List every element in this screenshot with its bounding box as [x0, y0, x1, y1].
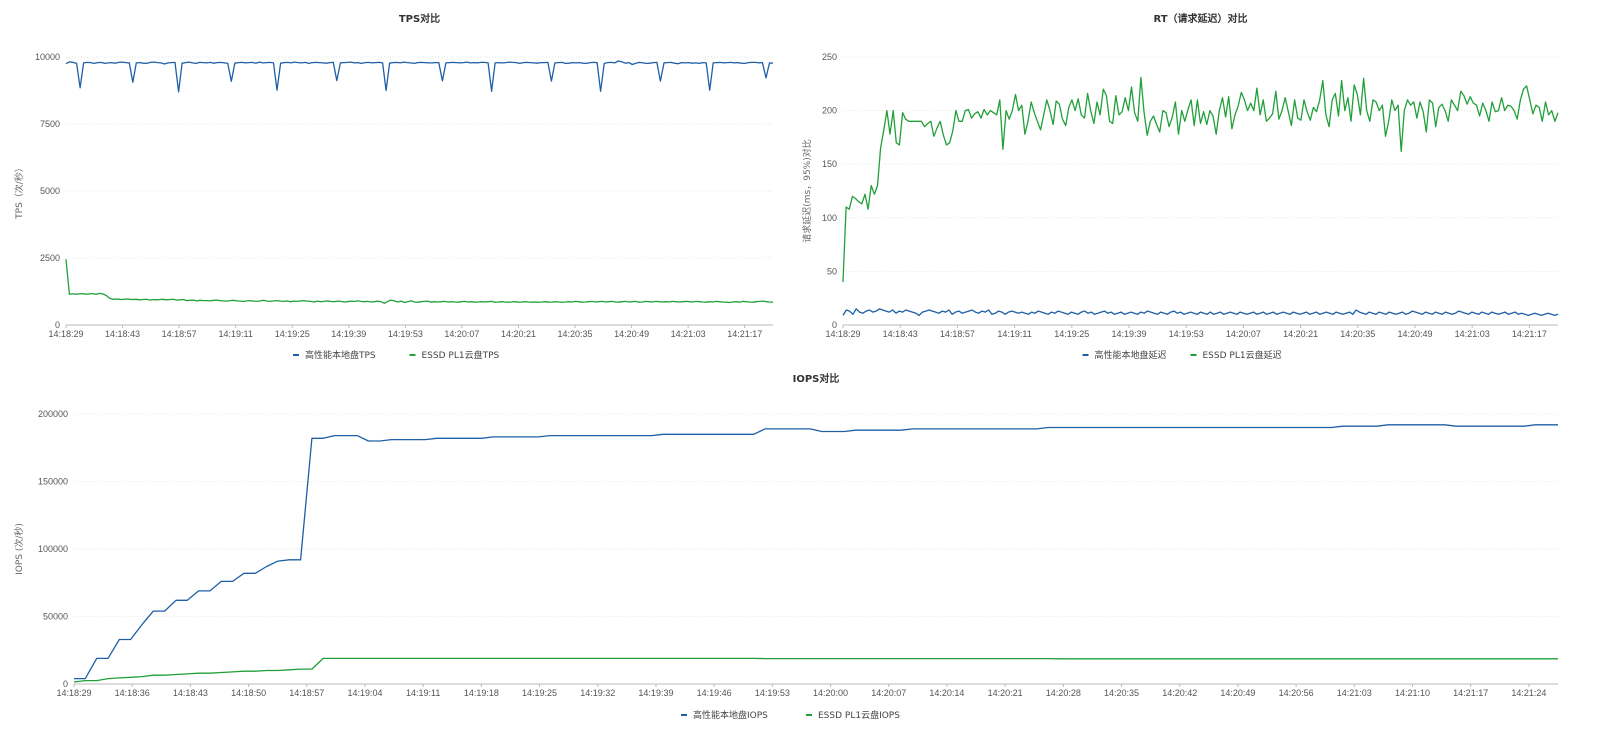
tps-series-line-2: [65, 259, 774, 304]
tps-y-axis-label: TPS（次/秒）: [13, 163, 25, 220]
iops-x-tick-label: 14:19:39: [638, 688, 673, 698]
iops-x-tick-label: 14:18:57: [289, 688, 324, 698]
iops-x-tick-label: 14:20:21: [988, 688, 1023, 698]
iops-x-tick-label: 14:19:53: [755, 688, 790, 698]
iops-legend-item: ESSD PL1云盘IOPS: [806, 709, 900, 721]
tps-x-tick-label: 14:20:07: [444, 329, 479, 339]
tps-y-tick-label: 10000: [35, 52, 60, 62]
iops-x-tick-label: 14:20:28: [1046, 688, 1081, 698]
iops-y-tick-label: 100000: [38, 544, 68, 554]
rt-x-tick-label: 14:21:17: [1512, 329, 1547, 339]
rt-x-tick-label: 14:18:29: [825, 329, 860, 339]
iops-y-axis-label: IOPS (次/秒): [13, 523, 25, 575]
tps-x-tick-label: 14:20:21: [501, 329, 536, 339]
tps-legend-label: 高性能本地盘TPS: [305, 349, 376, 361]
iops-title: IOPS对比: [793, 372, 840, 385]
iops-x-tick-label: 14:21:03: [1337, 688, 1372, 698]
iops-legend-item: 高性能本地盘IOPS: [681, 709, 768, 721]
iops-x-tick-label: 14:21:17: [1453, 688, 1488, 698]
rt-x-tick-label: 14:20:49: [1397, 329, 1432, 339]
iops-legend-label: ESSD PL1云盘IOPS: [818, 709, 900, 721]
rt-x-tick-label: 14:20:07: [1226, 329, 1261, 339]
iops-x-tick-label: 14:19:11: [406, 688, 440, 698]
rt-x-tick-label: 14:20:35: [1340, 329, 1375, 339]
iops-x-tick-label: 14:20:56: [1279, 688, 1314, 698]
iops-y-tick-label: 50000: [43, 612, 68, 622]
iops-x-tick-label: 14:20:49: [1220, 688, 1255, 698]
rt-x-tick-label: 14:20:21: [1283, 329, 1318, 339]
rt-y-tick-label: 50: [827, 266, 837, 276]
iops-series-line-1: [74, 424, 1558, 680]
rt-chart: RT（请求延迟）对比 0 50 100 150 200 250 14:18:29 14:18:4…: [801, 12, 1559, 361]
tps-x-tick-label: 14:19:53: [388, 329, 423, 339]
tps-y-tick-label: 7500: [40, 119, 60, 129]
tps-title: TPS对比: [399, 12, 440, 25]
rt-series-line-1: [842, 308, 1559, 317]
iops-chart: IOPS对比 0 50000 100000 150000 200000 14:18:29 14…: [13, 372, 1558, 721]
iops-y-tick-label: 0: [63, 679, 68, 689]
iops-x-tick-label: 14:20:00: [813, 688, 848, 698]
rt-x-tick-label: 14:18:57: [940, 329, 975, 339]
rt-y-tick-label: 100: [822, 213, 837, 223]
iops-legend-label: 高性能本地盘IOPS: [693, 709, 768, 721]
tps-x-tick-label: 14:19:25: [275, 329, 310, 339]
iops-x-tick-label: 14:20:07: [871, 688, 906, 698]
tps-legend-item: ESSD PL1云盘TPS: [409, 349, 500, 361]
iops-x-tick-label: 14:20:35: [1104, 688, 1139, 698]
rt-x-tick-label: 14:19:53: [1169, 329, 1204, 339]
tps-chart: TPS对比 0 2500 5000 7500 10000 14:18:29 14:18:43 1…: [13, 12, 774, 361]
rt-y-tick-label: 250: [822, 52, 837, 62]
rt-x-tick-label: 14:19:39: [1111, 329, 1146, 339]
tps-x-tick-label: 14:18:57: [162, 329, 197, 339]
tps-legend-item: 高性能本地盘TPS: [293, 349, 376, 361]
rt-x-tick-label: 14:21:03: [1455, 329, 1490, 339]
tps-series-line-1: [65, 60, 774, 93]
tps-y-tick-label: 5000: [40, 186, 60, 196]
rt-series-line-2: [842, 76, 1559, 283]
tps-x-tick-label: 14:19:39: [331, 329, 366, 339]
rt-x-tick-label: 14:19:11: [997, 329, 1031, 339]
iops-x-tick-label: 14:18:43: [173, 688, 208, 698]
tps-x-tick-label: 14:19:11: [218, 329, 252, 339]
iops-x-tick-label: 14:21:10: [1395, 688, 1430, 698]
rt-y-tick-label: 200: [822, 106, 837, 116]
iops-x-tick-label: 14:21:24: [1511, 688, 1546, 698]
iops-series-line-2: [73, 657, 1558, 683]
rt-x-tick-label: 14:19:25: [1054, 329, 1089, 339]
tps-y-tick-label: 2500: [40, 253, 60, 263]
iops-x-tick-label: 14:20:42: [1162, 688, 1197, 698]
rt-y-axis-label: 请求延迟(ms，95%)对比: [801, 139, 813, 242]
rt-y-tick-label: 0: [832, 320, 837, 330]
tps-x-tick-label: 14:18:29: [48, 329, 83, 339]
iops-x-tick-label: 14:20:14: [929, 688, 964, 698]
iops-x-tick-label: 14:19:18: [464, 688, 499, 698]
iops-x-tick-label: 14:19:04: [347, 688, 382, 698]
iops-y-tick-label: 150000: [38, 477, 68, 487]
iops-x-tick-label: 14:18:36: [115, 688, 150, 698]
tps-x-tick-label: 14:21:03: [671, 329, 706, 339]
tps-x-tick-label: 14:20:35: [558, 329, 593, 339]
rt-title: RT（请求延迟）对比: [1153, 12, 1247, 25]
tps-x-tick-label: 14:21:17: [727, 329, 762, 339]
rt-legend-item: ESSD PL1云盘延迟: [1190, 349, 1282, 361]
tps-legend-label: ESSD PL1云盘TPS: [422, 349, 500, 361]
iops-x-tick-label: 14:18:50: [231, 688, 266, 698]
rt-x-tick-label: 14:18:43: [883, 329, 918, 339]
iops-x-tick-label: 14:19:32: [580, 688, 615, 698]
iops-y-tick-label: 200000: [38, 409, 68, 419]
iops-x-tick-label: 14:19:25: [522, 688, 557, 698]
rt-legend-label: 高性能本地盘延迟: [1095, 349, 1167, 361]
tps-y-tick-label: 0: [55, 320, 60, 330]
iops-x-tick-label: 14:19:46: [697, 688, 732, 698]
tps-x-tick-label: 14:18:43: [105, 329, 140, 339]
rt-y-tick-label: 150: [822, 159, 837, 169]
rt-legend-label: ESSD PL1云盘延迟: [1203, 349, 1282, 361]
iops-x-tick-label: 14:18:29: [56, 688, 91, 698]
rt-legend-item: 高性能本地盘延迟: [1082, 349, 1167, 361]
tps-x-tick-label: 14:20:49: [614, 329, 649, 339]
